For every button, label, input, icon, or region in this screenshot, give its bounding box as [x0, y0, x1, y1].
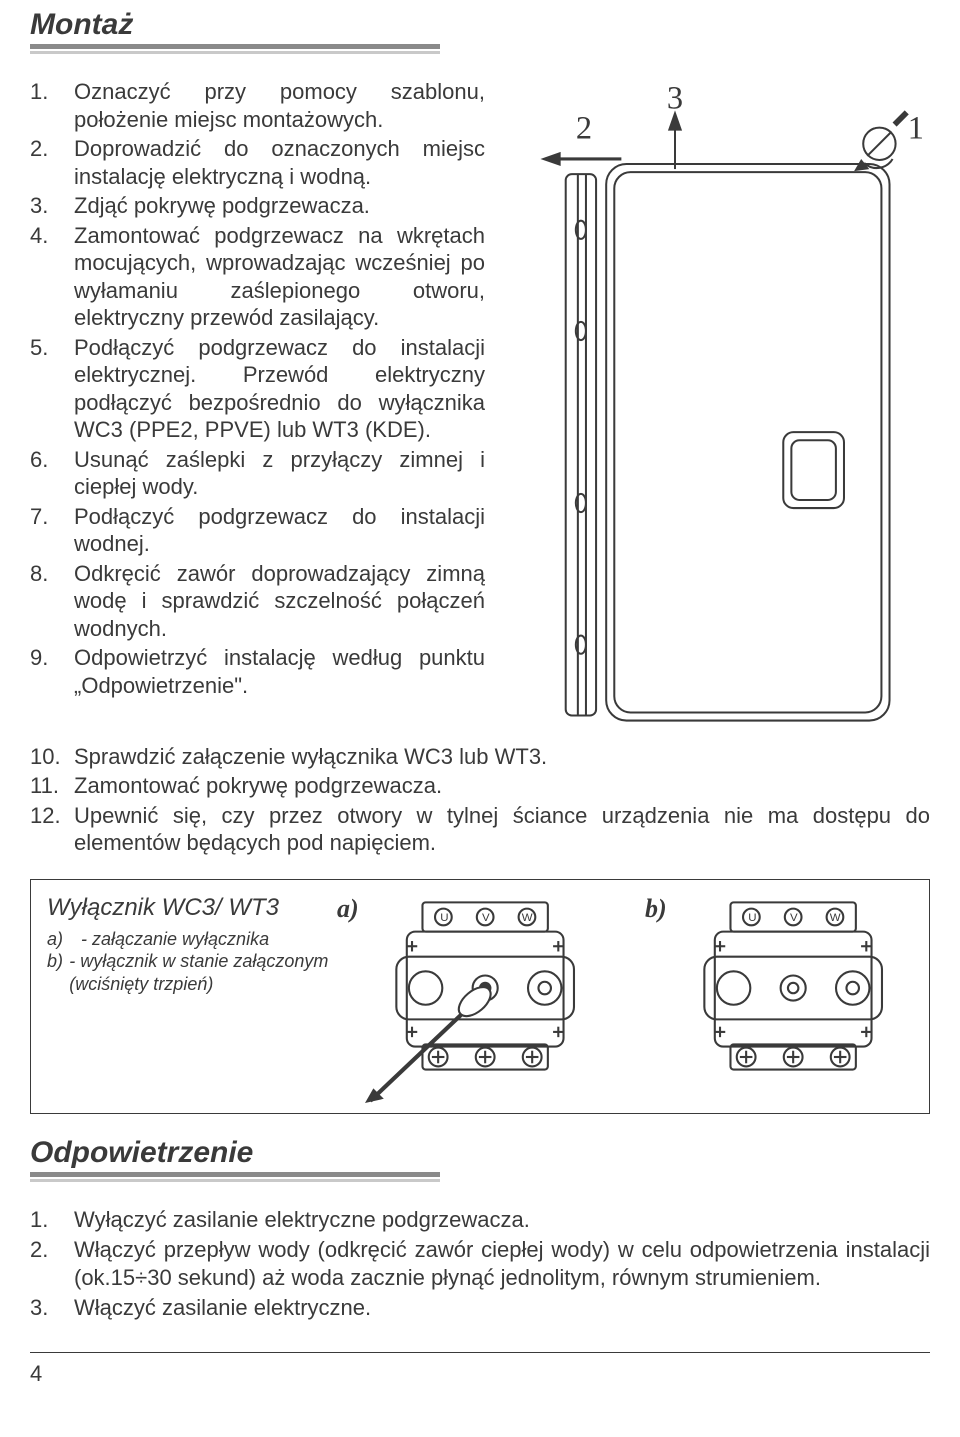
step-text: Odpowietrzyć instalację według punktu „O… [74, 644, 485, 699]
svg-text:W: W [521, 912, 532, 924]
list-item: 6.Usunąć zaślepki z przyłączy zimnej i c… [30, 446, 485, 501]
step-text: Włączyć zasilanie elektryczne. [74, 1294, 930, 1322]
step-text: Upewnić się, czy przez otwory w tylnej ś… [74, 802, 930, 857]
list-item: 2.Doprowadzić do oznaczonych miejsc inst… [30, 135, 485, 190]
list-item: 1.Wyłączyć zasilanie elektryczne podgrze… [30, 1206, 930, 1234]
list-item: 3.Włączyć zasilanie elektryczne. [30, 1294, 930, 1322]
figure-label: a) [337, 894, 359, 1103]
step-text: Usunąć zaślepki z przyłączy zimnej i cie… [74, 446, 485, 501]
switch-figure-a: a) U V W [337, 894, 605, 1103]
legend-text: - wyłącznik w stanie załączonym (wciśnię… [69, 950, 337, 995]
step-number: 12. [30, 802, 74, 857]
list-item: 8.Odkręcić zawór doprowadzający zimną wo… [30, 560, 485, 643]
install-steps-column: 1.Oznaczyć przy pomocy szablonu, położen… [30, 78, 485, 741]
install-steps-list-cont: 10.Sprawdzić załączenie wyłącznika WC3 l… [30, 743, 930, 857]
switch-panel: Wyłącznik WC3/ WT3 a)- załączanie wyłącz… [30, 879, 930, 1114]
step-text: Oznaczyć przy pomocy szablonu, położenie… [74, 78, 485, 133]
list-item: 7.Podłączyć podgrzewacz do instalacji wo… [30, 503, 485, 558]
step-number: 4. [30, 222, 74, 332]
legend-key: b) [47, 950, 69, 995]
switch-figure-b: b) U V W [645, 894, 913, 1103]
step-text: Wyłączyć zasilanie elektryczne podgrzewa… [74, 1206, 930, 1234]
step-number: 8. [30, 560, 74, 643]
list-item: 3.Zdjąć pokrywę podgrzewacza. [30, 192, 485, 220]
step-number: 3. [30, 192, 74, 220]
list-item: 1.Oznaczyć przy pomocy szablonu, położen… [30, 78, 485, 133]
svg-text:W: W [829, 912, 840, 924]
switch-text-block: Wyłącznik WC3/ WT3 a)- załączanie wyłącz… [47, 894, 337, 996]
list-item: 10.Sprawdzić załączenie wyłącznika WC3 l… [30, 743, 930, 771]
step-text: Włączyć przepływ wody (odkręcić zawór ci… [74, 1236, 930, 1292]
section-heading-odpowietrzenie: Odpowietrzenie [30, 1136, 930, 1170]
step-text: Podłączyć podgrzewacz do instalacji elek… [74, 334, 485, 444]
svg-text:U: U [748, 912, 756, 924]
switch-a-svg: U V W [365, 894, 605, 1103]
heading-underline [30, 44, 440, 54]
switch-b-svg: U V W [673, 894, 913, 1103]
step-number: 7. [30, 503, 74, 558]
step-text: Odkręcić zawór doprowadzający zimną wodę… [74, 560, 485, 643]
step-number: 1. [30, 1206, 74, 1234]
step-number: 10. [30, 743, 74, 771]
step-text: Doprowadzić do oznaczonych miejsc instal… [74, 135, 485, 190]
install-steps-list: 1.Oznaczyć przy pomocy szablonu, położen… [30, 78, 485, 699]
svg-text:V: V [482, 912, 490, 924]
svg-text:V: V [790, 912, 798, 924]
svg-text:2: 2 [576, 111, 592, 147]
heading-underline [30, 1172, 440, 1182]
switch-legend: a)- załączanie wyłącznika b)- wyłącznik … [47, 928, 337, 996]
vent-steps-list: 1.Wyłączyć zasilanie elektryczne podgrze… [30, 1206, 930, 1323]
step-number: 6. [30, 446, 74, 501]
list-item: 12.Upewnić się, czy przez otwory w tylne… [30, 802, 930, 857]
device-diagram: 2 3 1 [485, 78, 930, 741]
step-text: Zamontować pokrywę podgrzewacza. [74, 772, 930, 800]
list-item: 4.Zamontować podgrzewacz na wkrętach moc… [30, 222, 485, 332]
switch-figures: a) U V W [337, 894, 913, 1103]
list-item: 5.Podłączyć podgrzewacz do instalacji el… [30, 334, 485, 444]
footer-rule [30, 1352, 930, 1353]
svg-text:U: U [440, 912, 448, 924]
list-item: 9.Odpowietrzyć instalację według punktu … [30, 644, 485, 699]
step-number: 1. [30, 78, 74, 133]
list-item: 11.Zamontować pokrywę podgrzewacza. [30, 772, 930, 800]
switch-title: Wyłącznik WC3/ WT3 [47, 894, 337, 922]
page-number: 4 [30, 1361, 930, 1387]
section-heading-montaz: Montaż [30, 8, 930, 42]
legend-key: a) [47, 928, 81, 951]
device-svg: 2 3 1 [505, 78, 930, 736]
legend-text: - załączanie wyłącznika [81, 928, 269, 951]
list-item: 2.Włączyć przepływ wody (odkręcić zawór … [30, 1236, 930, 1292]
step-number: 5. [30, 334, 74, 444]
svg-text:1: 1 [908, 111, 924, 147]
figure-label: b) [645, 894, 667, 1103]
step-number: 11. [30, 772, 74, 800]
step-number: 2. [30, 135, 74, 190]
step-number: 3. [30, 1294, 74, 1322]
step-number: 2. [30, 1236, 74, 1292]
step-text: Zdjąć pokrywę podgrzewacza. [74, 192, 485, 220]
step-number: 9. [30, 644, 74, 699]
install-row: 1.Oznaczyć przy pomocy szablonu, położen… [30, 78, 930, 741]
step-text: Podłączyć podgrzewacz do instalacji wodn… [74, 503, 485, 558]
step-text: Sprawdzić załączenie wyłącznika WC3 lub … [74, 743, 930, 771]
step-text: Zamontować podgrzewacz na wkrętach mocuj… [74, 222, 485, 332]
